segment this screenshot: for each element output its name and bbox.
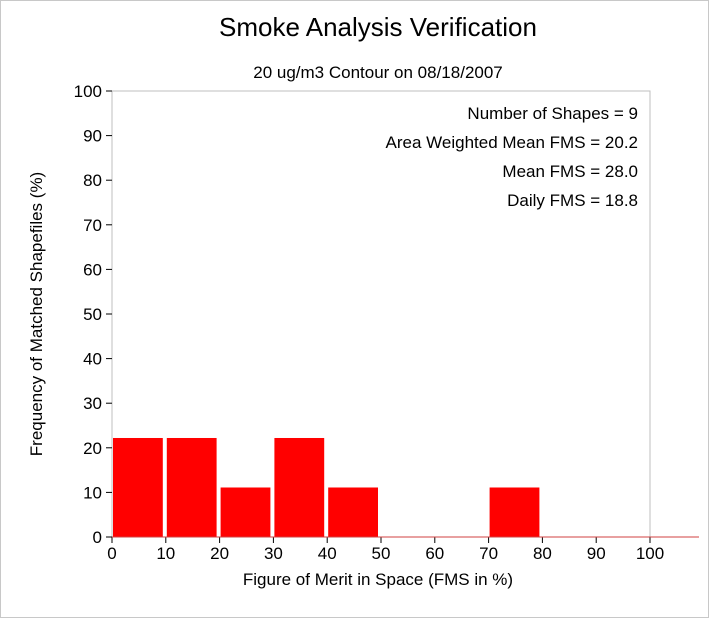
histogram-bar [220, 487, 271, 537]
y-tick-label: 60 [83, 260, 102, 279]
y-tick-label: 30 [83, 394, 102, 413]
annotation-number-of-shapes: Number of Shapes = 9 [467, 104, 638, 123]
y-tick-label: 40 [83, 350, 102, 369]
chart-subtitle: 20 ug/m3 Contour on 08/18/2007 [253, 63, 503, 82]
x-tick-label: 60 [425, 544, 444, 563]
x-tick-label: 40 [318, 544, 337, 563]
y-tick-label: 50 [83, 305, 102, 324]
chart-title: Smoke Analysis Verification [219, 12, 537, 42]
x-axis-label: Figure of Merit in Space (FMS in %) [243, 570, 513, 589]
y-tick-label: 70 [83, 216, 102, 235]
y-axis-label: Frequency of Matched Shapefiles (%) [27, 172, 46, 456]
x-tick-label: 20 [210, 544, 229, 563]
x-tick-label: 50 [372, 544, 391, 563]
y-axis-ticks: 0 10 20 30 40 50 60 70 80 90 100 [74, 82, 112, 547]
x-tick-label: 100 [636, 544, 664, 563]
y-tick-label: 20 [83, 439, 102, 458]
x-tick-label: 80 [533, 544, 552, 563]
x-tick-label: 70 [479, 544, 498, 563]
x-axis-ticks: 0 10 20 30 40 50 60 70 80 90 100 [107, 537, 664, 563]
x-tick-label: 90 [587, 544, 606, 563]
annotation-daily-fms: Daily FMS = 18.8 [507, 191, 638, 210]
annotation-area-weighted-mean: Area Weighted Mean FMS = 20.2 [386, 133, 638, 152]
y-tick-label: 100 [74, 82, 102, 101]
histogram-bar [166, 437, 217, 537]
x-tick-label: 10 [156, 544, 175, 563]
histogram-bars [113, 437, 540, 537]
histogram-bar [113, 437, 163, 537]
y-tick-label: 0 [93, 528, 102, 547]
x-tick-label: 0 [107, 544, 116, 563]
y-tick-label: 90 [83, 127, 102, 146]
histogram-bar [328, 487, 378, 537]
histogram-bar [489, 487, 540, 537]
histogram-bar [274, 437, 325, 537]
y-tick-label: 80 [83, 171, 102, 190]
y-tick-label: 10 [83, 483, 102, 502]
annotation-mean-fms: Mean FMS = 28.0 [502, 162, 638, 181]
stats-annotations: Number of Shapes = 9 Area Weighted Mean … [386, 104, 638, 210]
x-tick-label: 30 [264, 544, 283, 563]
